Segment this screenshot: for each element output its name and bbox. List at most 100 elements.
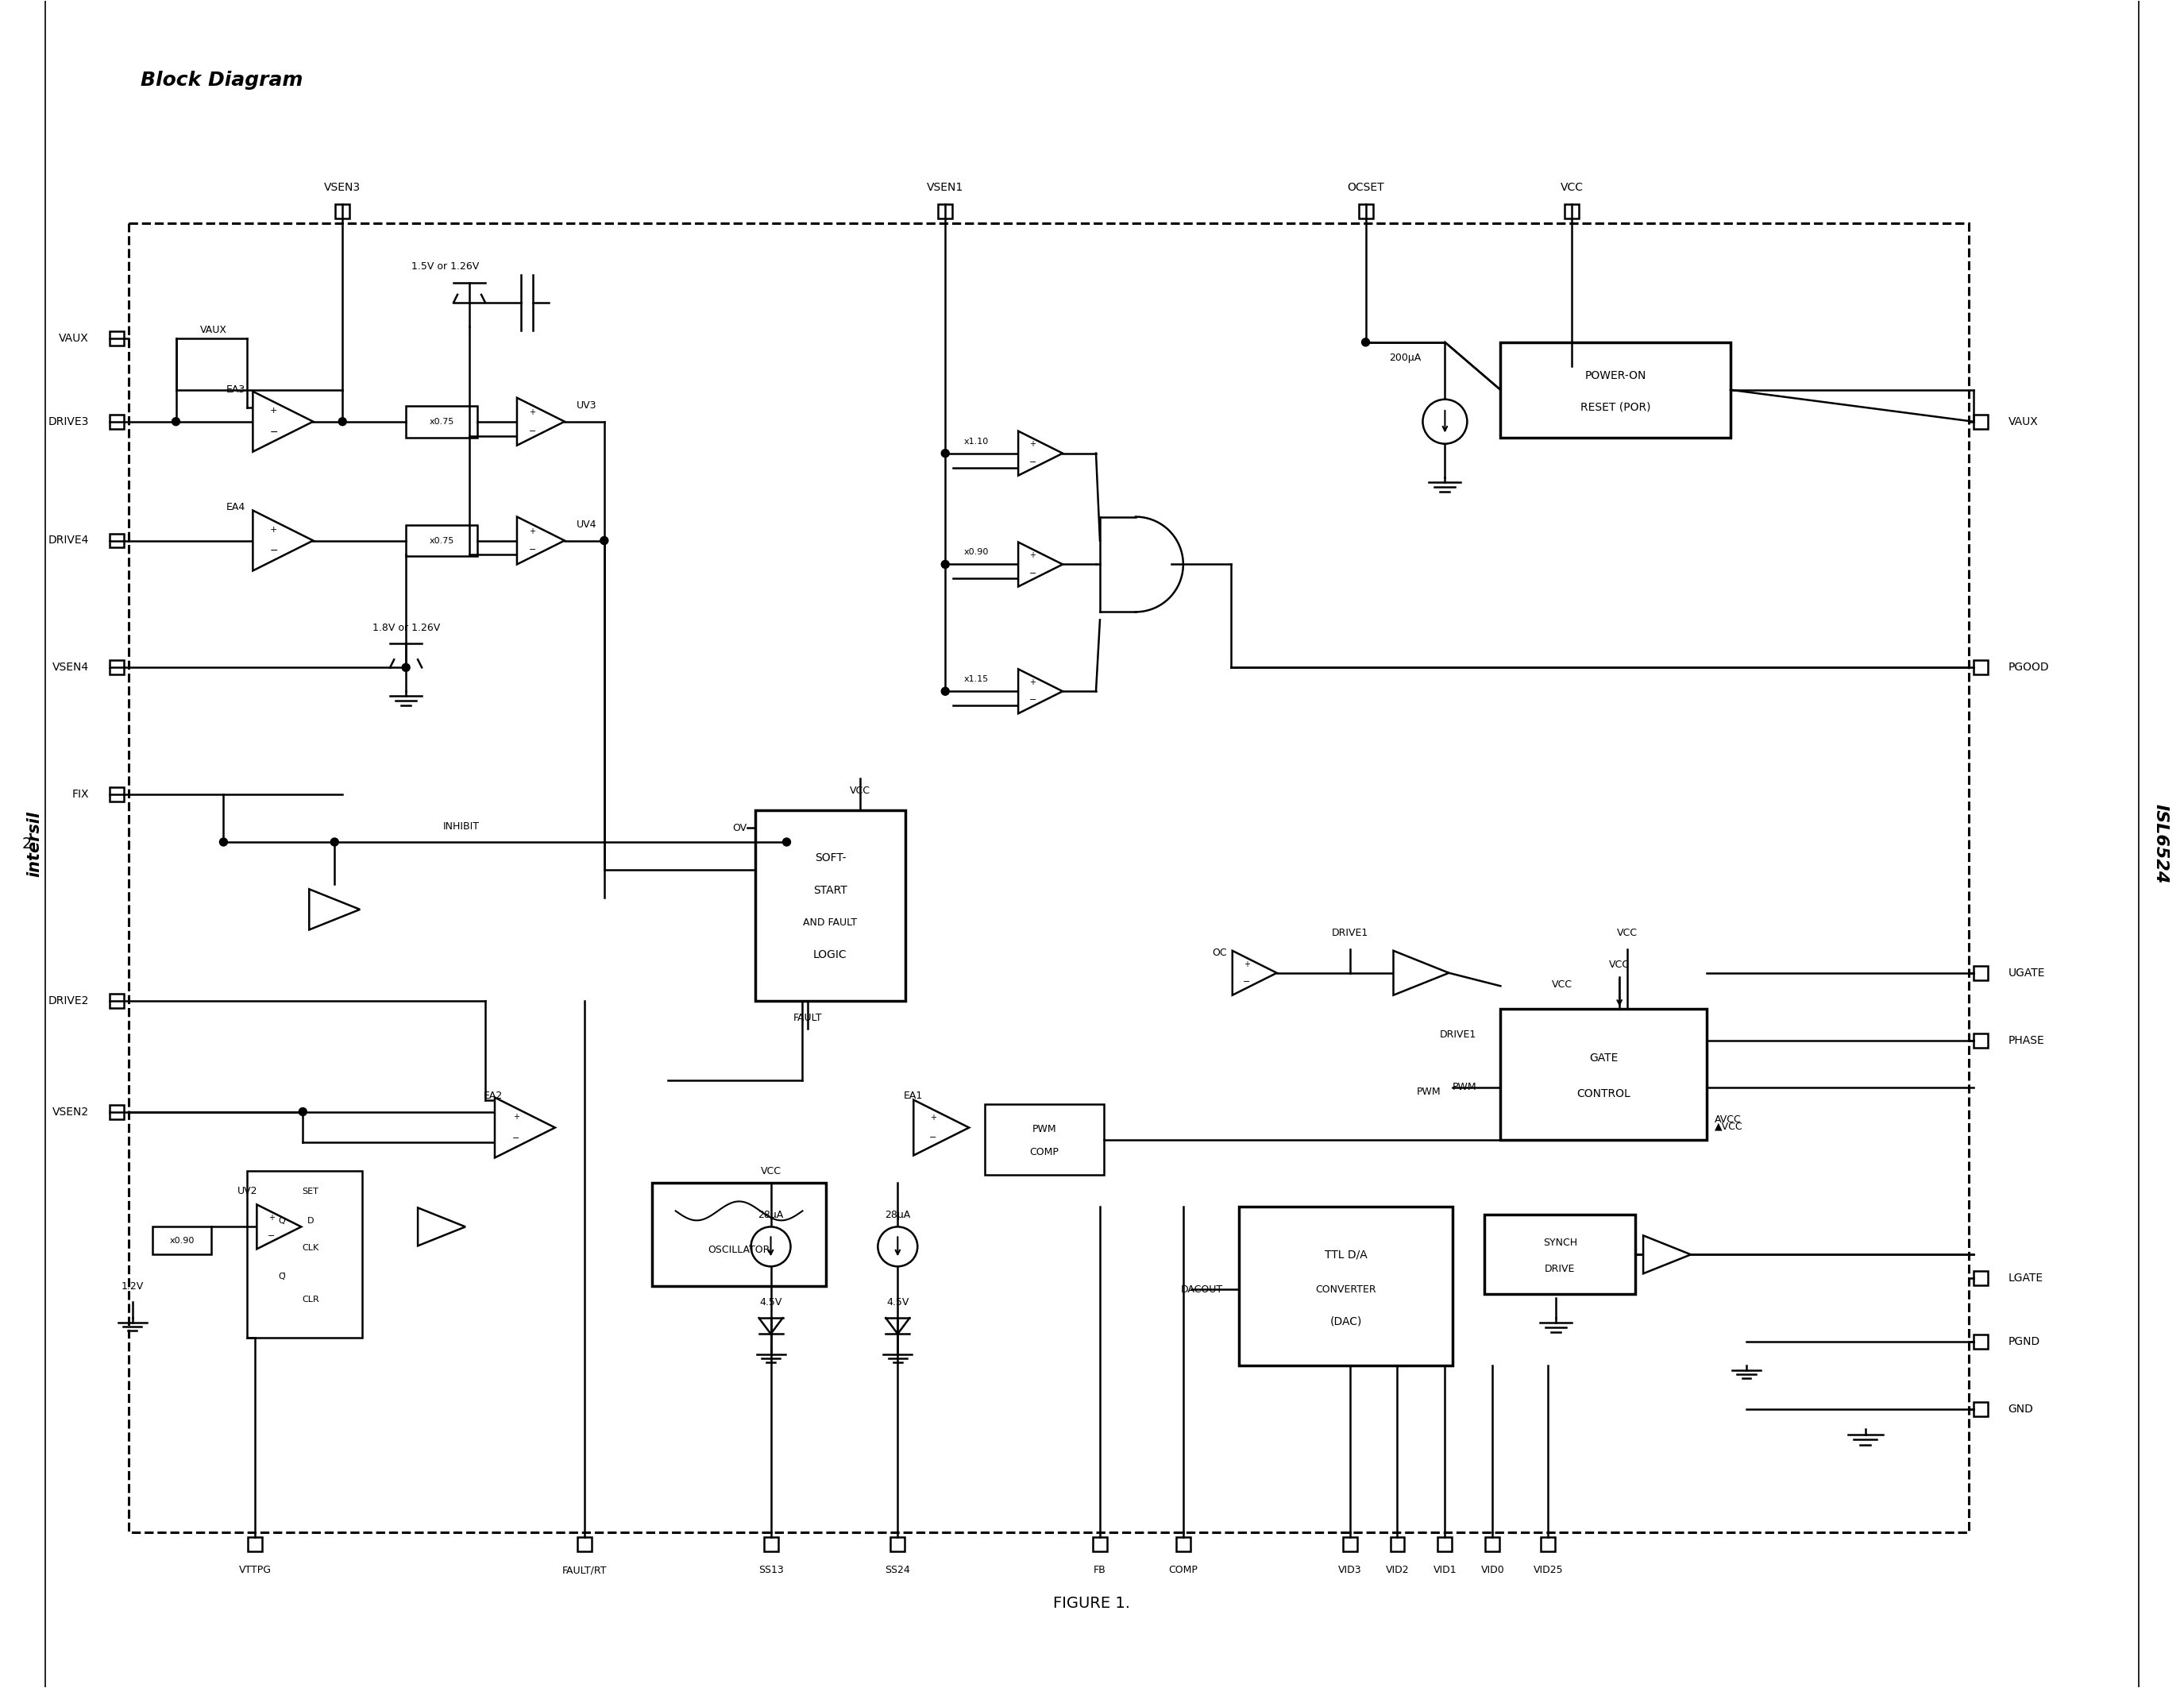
Bar xyxy=(109,994,124,1008)
Circle shape xyxy=(941,449,950,457)
Text: DACOUT: DACOUT xyxy=(1182,1285,1223,1295)
Text: VSEN3: VSEN3 xyxy=(323,182,360,192)
Text: CLK: CLK xyxy=(301,1244,319,1252)
Text: −: − xyxy=(928,1133,937,1141)
Text: SET: SET xyxy=(301,1187,319,1195)
Text: CONVERTER: CONVERTER xyxy=(1315,1285,1376,1295)
Circle shape xyxy=(878,1227,917,1266)
Text: VCC: VCC xyxy=(850,785,871,795)
Circle shape xyxy=(941,687,950,695)
Text: GND: GND xyxy=(2007,1404,2033,1415)
Text: intersil: intersil xyxy=(26,810,44,876)
Bar xyxy=(109,660,124,675)
Polygon shape xyxy=(1642,1236,1690,1273)
Bar xyxy=(1564,204,1579,218)
Text: UV3: UV3 xyxy=(577,400,596,410)
Text: OC: OC xyxy=(1212,949,1227,959)
Polygon shape xyxy=(1393,950,1448,996)
Text: VID25: VID25 xyxy=(1533,1565,1564,1575)
Bar xyxy=(1972,660,1987,675)
Bar xyxy=(1175,1538,1190,1551)
Text: FAULT/RT: FAULT/RT xyxy=(561,1565,607,1575)
Circle shape xyxy=(782,837,791,846)
Text: VSEN4: VSEN4 xyxy=(52,662,90,674)
Text: LGATE: LGATE xyxy=(2007,1273,2042,1285)
Bar xyxy=(406,405,478,437)
Text: Q̅: Q̅ xyxy=(277,1273,286,1280)
Text: VID3: VID3 xyxy=(1339,1565,1361,1575)
Polygon shape xyxy=(1232,950,1278,996)
Text: PWM: PWM xyxy=(1033,1124,1057,1134)
Text: VSEN1: VSEN1 xyxy=(926,182,963,192)
Text: 4.5V: 4.5V xyxy=(887,1296,909,1307)
Bar xyxy=(1485,1215,1636,1295)
Text: Block Diagram: Block Diagram xyxy=(140,71,304,89)
Text: AVCC: AVCC xyxy=(1714,1114,1741,1124)
Text: D: D xyxy=(308,1217,314,1225)
Bar xyxy=(1343,1538,1356,1551)
Text: TTL D/A: TTL D/A xyxy=(1324,1249,1367,1261)
Text: DRIVE2: DRIVE2 xyxy=(48,996,90,1006)
Circle shape xyxy=(1422,400,1468,444)
Text: x0.75: x0.75 xyxy=(430,537,454,545)
Text: VSEN2: VSEN2 xyxy=(52,1106,90,1117)
Bar xyxy=(406,525,478,557)
Text: −: − xyxy=(271,545,277,557)
Text: EA4: EA4 xyxy=(225,501,245,513)
Text: 28μA: 28μA xyxy=(885,1210,911,1220)
Text: PWM: PWM xyxy=(1452,1082,1476,1092)
Bar xyxy=(1542,1538,1555,1551)
Text: POWER-ON: POWER-ON xyxy=(1586,370,1647,381)
Bar xyxy=(153,1227,212,1254)
Bar xyxy=(651,1183,826,1286)
Text: VCC: VCC xyxy=(1553,979,1572,989)
Text: VID0: VID0 xyxy=(1481,1565,1505,1575)
Circle shape xyxy=(601,537,607,545)
Bar xyxy=(1500,343,1730,437)
Text: ISL6524: ISL6524 xyxy=(2153,803,2169,883)
Text: x1.15: x1.15 xyxy=(963,675,989,684)
Bar xyxy=(249,1538,262,1551)
Polygon shape xyxy=(253,392,312,452)
Polygon shape xyxy=(913,1101,970,1155)
Text: +: + xyxy=(513,1112,520,1121)
Text: OV: OV xyxy=(732,822,747,832)
Text: −: − xyxy=(1029,457,1037,466)
Text: −: − xyxy=(529,427,535,436)
Bar xyxy=(891,1538,904,1551)
Text: x0.90: x0.90 xyxy=(963,549,989,557)
Text: LOGIC: LOGIC xyxy=(812,949,847,960)
Text: +: + xyxy=(529,527,535,535)
Text: OSCILLATOR: OSCILLATOR xyxy=(708,1246,771,1256)
Text: START: START xyxy=(812,885,847,896)
Text: SS13: SS13 xyxy=(758,1565,784,1575)
Text: CONTROL: CONTROL xyxy=(1577,1089,1631,1099)
Bar xyxy=(109,415,124,429)
Text: DRIVE1: DRIVE1 xyxy=(1332,928,1367,939)
Bar xyxy=(1500,1009,1706,1139)
Text: GATE: GATE xyxy=(1590,1053,1618,1063)
Text: Q: Q xyxy=(277,1217,286,1225)
Text: VCC: VCC xyxy=(1616,928,1638,939)
Text: +: + xyxy=(529,408,535,415)
Text: OCSET: OCSET xyxy=(1348,182,1385,192)
Polygon shape xyxy=(518,517,563,564)
Polygon shape xyxy=(417,1207,465,1246)
Text: RESET (POR): RESET (POR) xyxy=(1581,402,1651,412)
Text: 4.5V: 4.5V xyxy=(760,1296,782,1307)
Text: +: + xyxy=(271,407,277,415)
Text: COMP: COMP xyxy=(1031,1148,1059,1158)
Text: UV2: UV2 xyxy=(238,1187,258,1197)
Bar xyxy=(764,1538,778,1551)
Circle shape xyxy=(751,1227,791,1266)
Text: +: + xyxy=(1029,441,1035,449)
Circle shape xyxy=(299,1107,306,1116)
Text: VCC: VCC xyxy=(1559,182,1583,192)
Bar xyxy=(985,1104,1103,1175)
Text: DRIVE3: DRIVE3 xyxy=(48,415,90,427)
Bar xyxy=(1972,1271,1987,1286)
Bar xyxy=(109,331,124,346)
Bar xyxy=(1437,1538,1452,1551)
Text: VCC: VCC xyxy=(1610,960,1629,971)
Text: EA1: EA1 xyxy=(904,1090,924,1101)
